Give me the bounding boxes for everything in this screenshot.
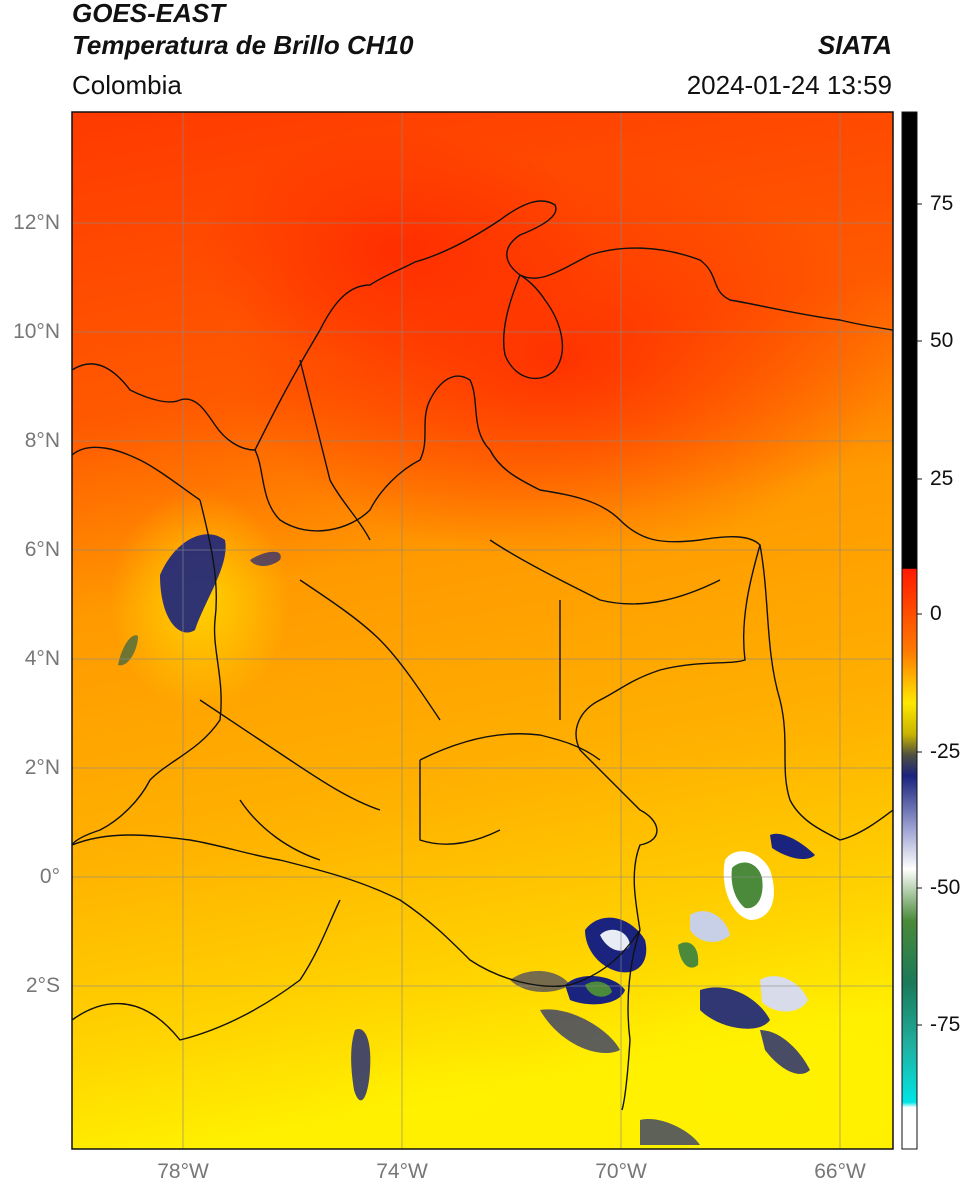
datetime-label: 2024-01-24 13:59 — [686, 70, 892, 100]
cloud-cluster-pacific — [118, 534, 281, 666]
dept-border-2 — [299, 579, 441, 721]
colorbar-tick-neg75: -75 — [930, 1013, 961, 1036]
brazil-peru-border — [621, 929, 641, 1111]
dept-border-5 — [299, 359, 371, 541]
colorbar-tick-25: 25 — [930, 467, 954, 490]
lat-label-2n: 2°N — [24, 756, 60, 779]
colorbar-tick-75: 75 — [930, 192, 954, 215]
lat-label-12n: 12°N — [13, 211, 60, 234]
dept-border-8 — [419, 760, 501, 845]
region-label: Colombia — [72, 70, 182, 100]
lon-label-78w: 78°W — [157, 1160, 209, 1183]
satellite-title: GOES-EAST — [72, 0, 226, 28]
venezuela-border — [254, 375, 761, 931]
cloud-cluster-amazon — [351, 833, 815, 1145]
lat-label-6n: 6°N — [24, 538, 60, 561]
borders — [72, 200, 893, 1111]
lake-maracaibo — [502, 273, 563, 380]
lon-label-66w: 66°W — [814, 1160, 866, 1183]
lat-label-0: 0° — [39, 865, 60, 888]
map-frame — [71, 111, 894, 1150]
colorbar-tick-neg25: -25 — [930, 740, 961, 763]
caribbean-coast — [254, 200, 893, 451]
lat-label-8n: 8°N — [24, 429, 60, 452]
lat-label-4n: 4°N — [24, 647, 60, 670]
colorbar-tick-neg50: -50 — [930, 876, 961, 899]
dept-border-6 — [199, 699, 381, 811]
graticule — [72, 112, 893, 1149]
peru-coast — [72, 899, 341, 1041]
lon-label-74w: 74°W — [376, 1160, 428, 1183]
colorbar — [901, 111, 918, 1150]
lat-label-2s: 2°S — [25, 974, 60, 997]
product-title: Temperatura de Brillo CH10 — [72, 30, 414, 60]
panama-coast — [72, 363, 256, 451]
colorbar-ticks — [917, 203, 922, 1026]
dept-border-3 — [489, 539, 721, 605]
ecuador-peru-border — [72, 834, 641, 987]
colorbar-tick-50: 50 — [930, 329, 954, 352]
colorbar-tick-0: 0 — [930, 602, 942, 625]
pacific-coast — [72, 499, 222, 846]
panama-pacific — [72, 446, 201, 501]
lon-label-70w: 70°W — [595, 1160, 647, 1183]
brazil-border — [759, 544, 893, 841]
brand-label: SIATA — [817, 30, 892, 60]
dept-border-7 — [239, 799, 321, 861]
lat-label-10n: 10°N — [13, 320, 60, 343]
brightness-temperature-field — [72, 112, 893, 1149]
dept-border-1 — [419, 733, 601, 761]
